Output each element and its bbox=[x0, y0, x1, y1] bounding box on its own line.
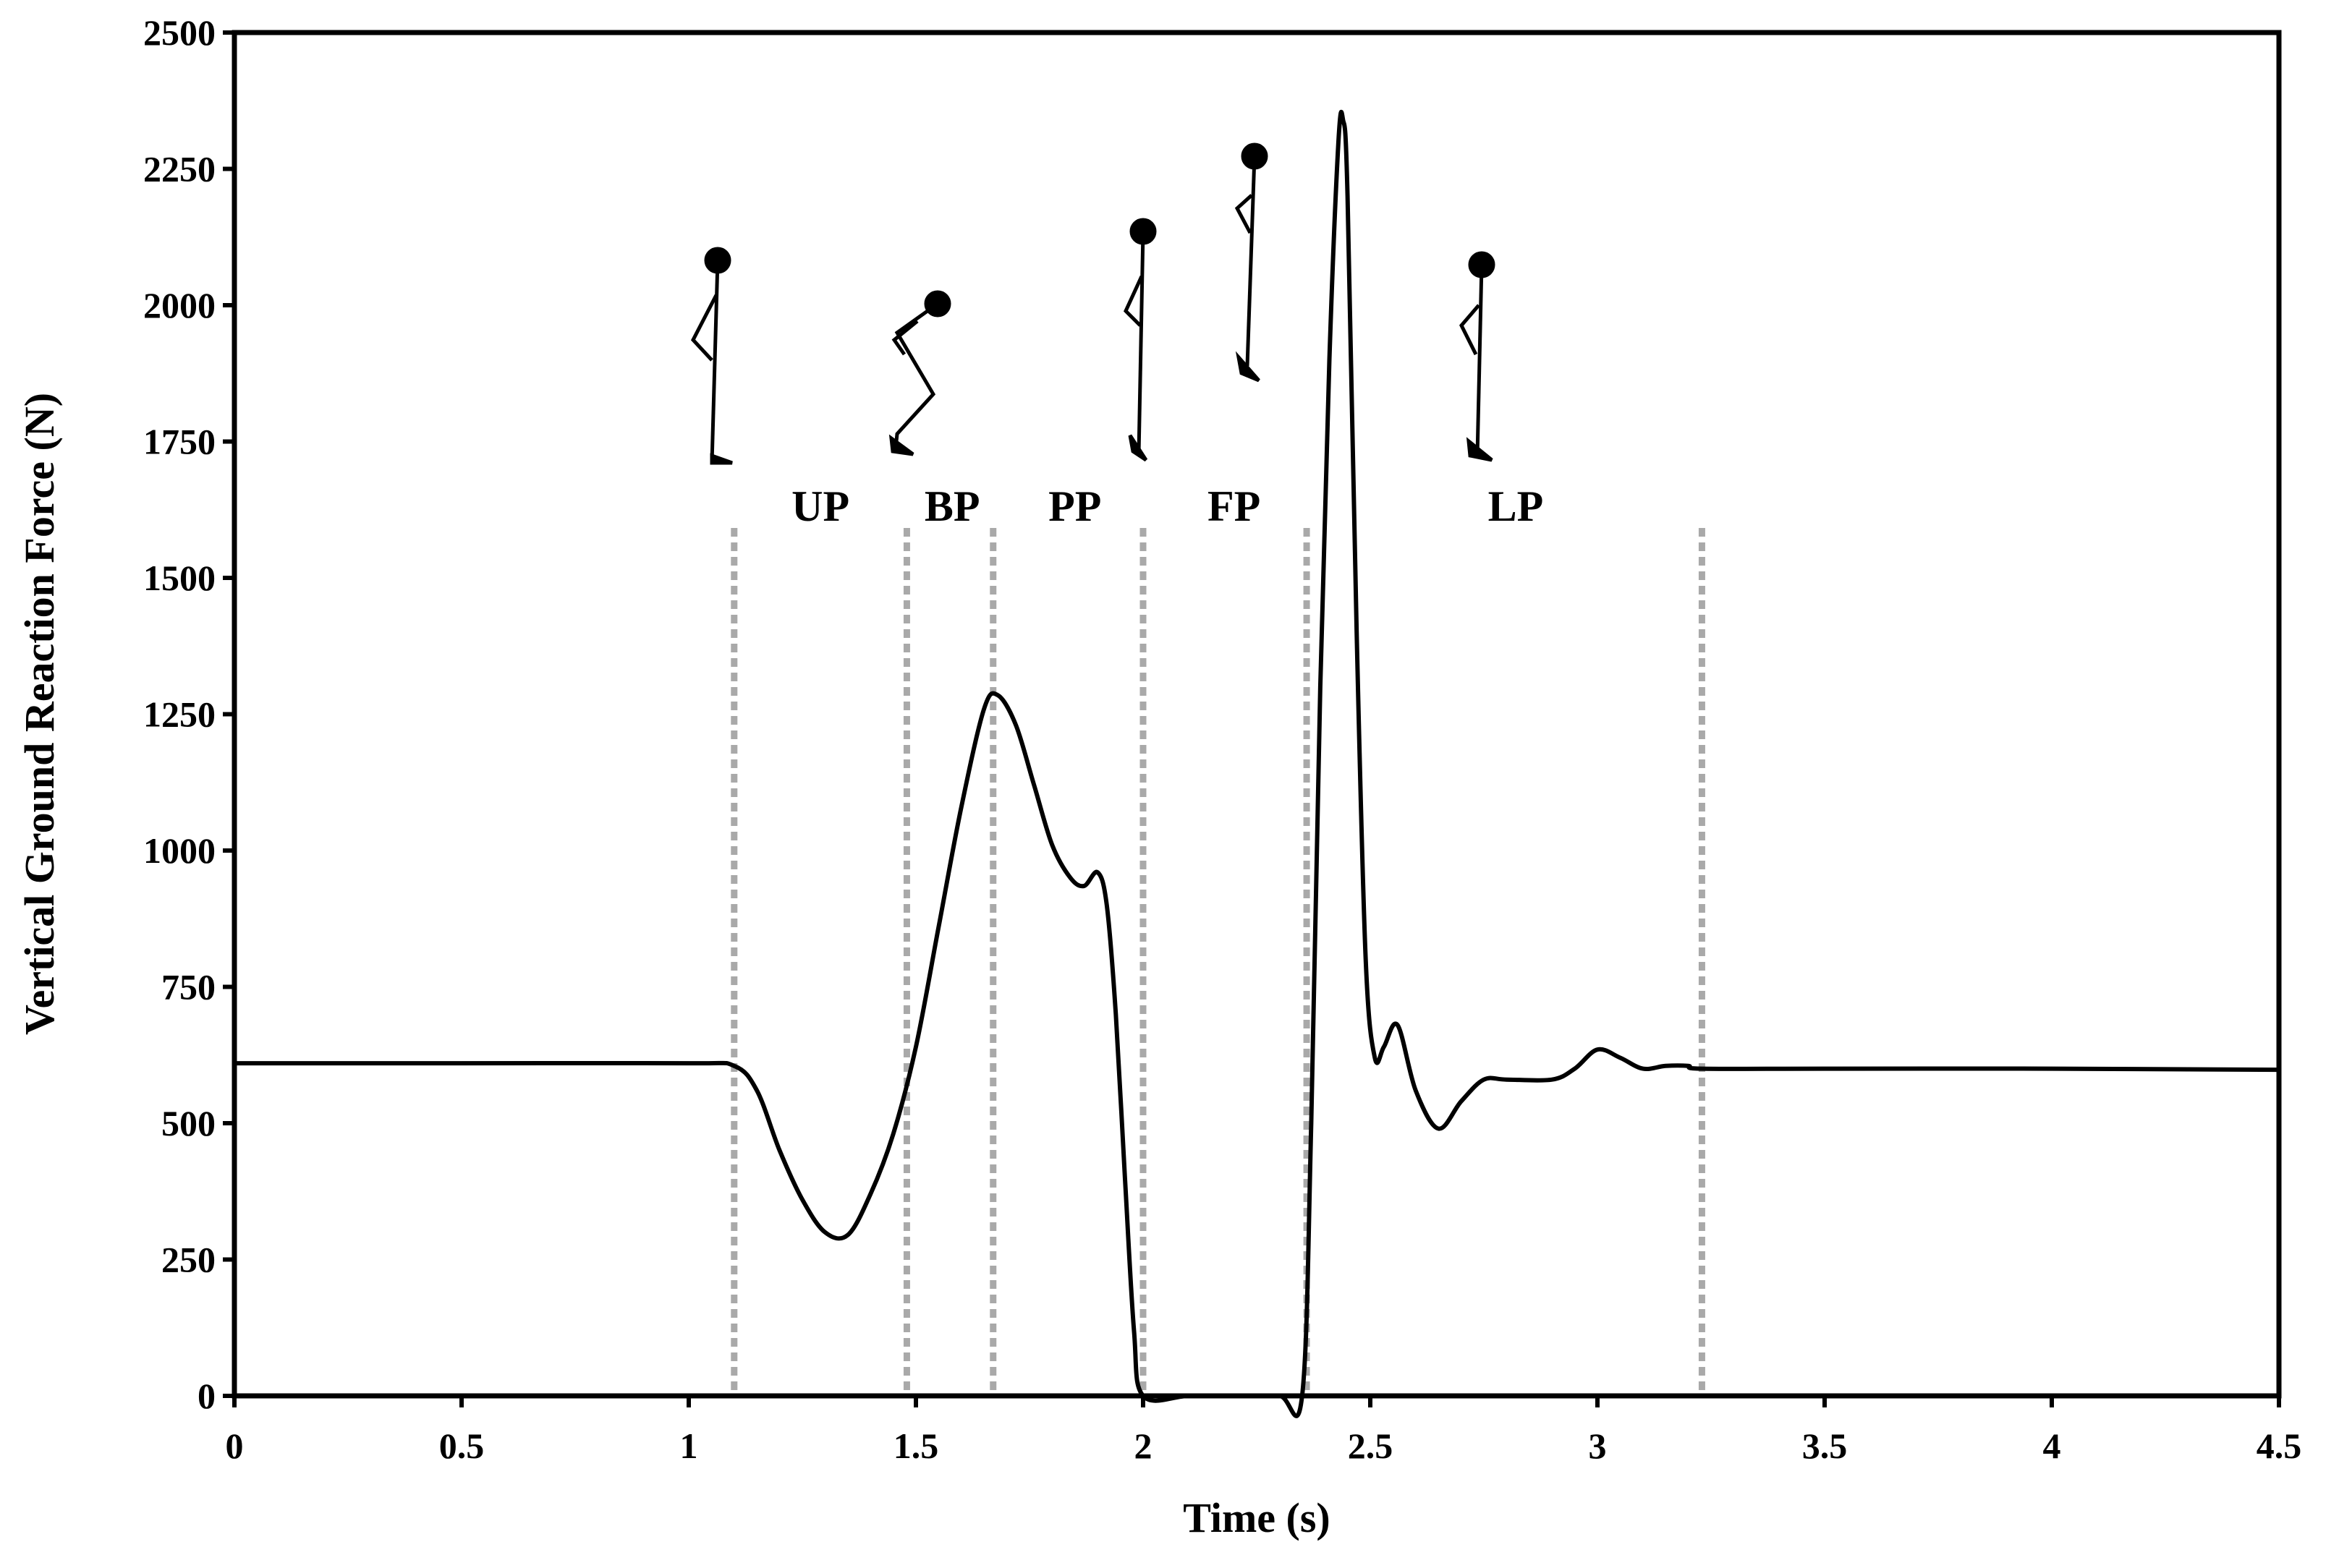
x-tick-label: 2 bbox=[1134, 1426, 1152, 1466]
x-tick-label: 0.5 bbox=[439, 1426, 485, 1466]
x-tick-label: 3 bbox=[1589, 1426, 1607, 1466]
x-tick-label: 1 bbox=[680, 1426, 698, 1466]
y-tick-label: 1500 bbox=[143, 558, 216, 598]
phase-boundary-lines bbox=[731, 528, 1705, 1396]
y-tick-label: 1750 bbox=[143, 422, 216, 462]
y-axis-title: Vertical Ground Reaction Force (N) bbox=[16, 393, 63, 1035]
upright-stance-figure-icon bbox=[690, 247, 733, 465]
phase-label-lp: LP bbox=[1488, 482, 1544, 530]
y-tick-label: 1250 bbox=[143, 694, 216, 735]
plot-frame bbox=[232, 30, 2282, 1399]
x-tick-label: 4 bbox=[2043, 1426, 2061, 1466]
x-tick-label: 3.5 bbox=[1802, 1426, 1848, 1466]
phase-label-fp: FP bbox=[1207, 482, 1260, 530]
phase-label-pp: PP bbox=[1048, 482, 1101, 530]
squat-figure-icon bbox=[888, 290, 951, 456]
y-tick-label: 2500 bbox=[143, 12, 216, 53]
vgrf-series-line bbox=[232, 109, 2281, 1418]
phase-labels: UP BP PP FP LP bbox=[791, 482, 1543, 530]
y-tick-label: 2000 bbox=[143, 285, 216, 325]
y-tick-label: 750 bbox=[161, 967, 216, 1007]
phase-label-up: UP bbox=[791, 482, 849, 530]
y-tick-label: 500 bbox=[161, 1103, 216, 1143]
phase-label-bp: BP bbox=[925, 482, 980, 530]
y-tick-label: 250 bbox=[161, 1240, 216, 1280]
push-off-figure-icon bbox=[1124, 218, 1157, 462]
x-tick-label: 4.5 bbox=[2257, 1426, 2302, 1466]
x-tick-label: 1.5 bbox=[893, 1426, 939, 1466]
x-tick-label: 2.5 bbox=[1348, 1426, 1393, 1466]
y-tick-label: 1000 bbox=[143, 830, 216, 871]
y-tick-label: 0 bbox=[198, 1376, 216, 1416]
stick-figure-icons bbox=[690, 142, 1495, 465]
y-tick-label: 2250 bbox=[143, 149, 216, 189]
x-axis-title: Time (s) bbox=[1183, 1494, 1330, 1541]
x-tick-label: 0 bbox=[226, 1426, 244, 1466]
y-axis-ticks: 0 250 500 750 1000 1250 1500 1750 2000 2250 2500 bbox=[143, 12, 234, 1416]
landing-figure-icon bbox=[1459, 251, 1495, 462]
flight-figure-icon bbox=[1234, 142, 1268, 383]
x-axis-ticks: 0 0.5 1 1.5 2 2.5 3 3.5 4 4.5 bbox=[226, 1396, 2302, 1466]
